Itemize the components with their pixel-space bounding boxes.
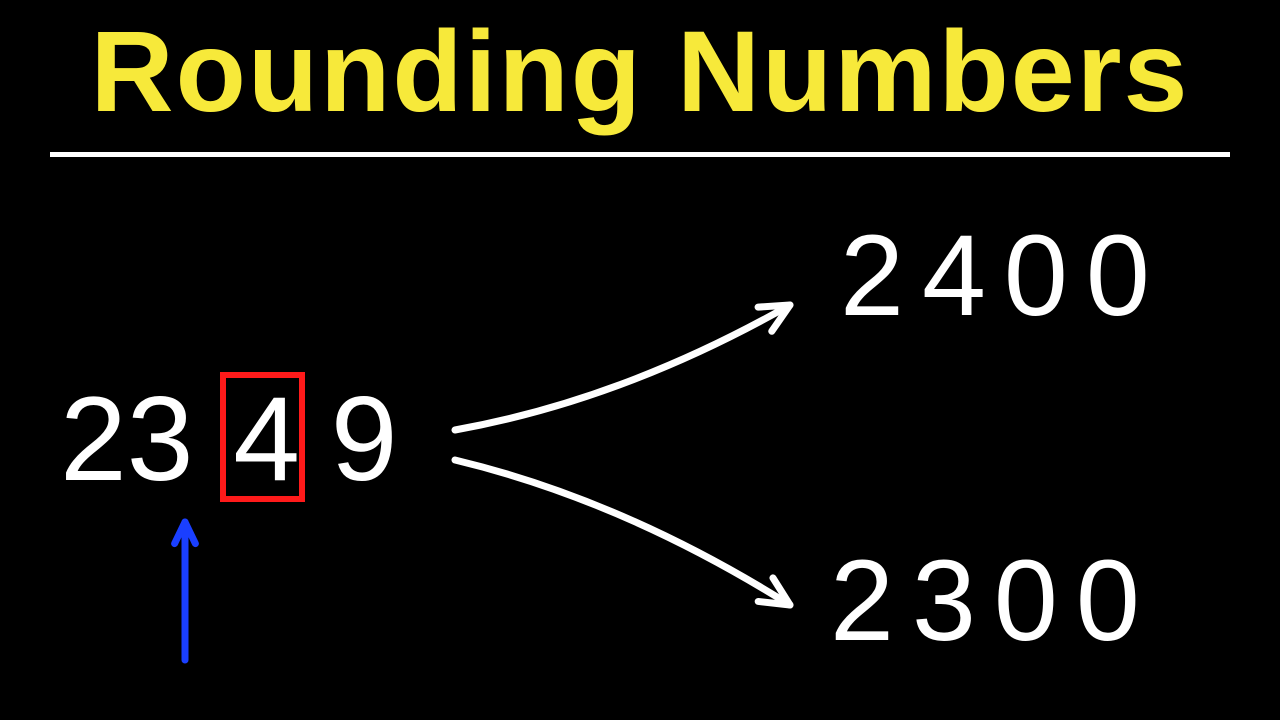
result-up: 2400 (840, 210, 1168, 342)
highlight-box (220, 372, 305, 502)
source-digits-before: 23 (60, 370, 193, 508)
page-title: Rounding Numbers (0, 6, 1280, 138)
result-down: 2300 (830, 535, 1158, 667)
source-digits-after: 9 (331, 370, 398, 508)
title-underline (50, 152, 1230, 157)
